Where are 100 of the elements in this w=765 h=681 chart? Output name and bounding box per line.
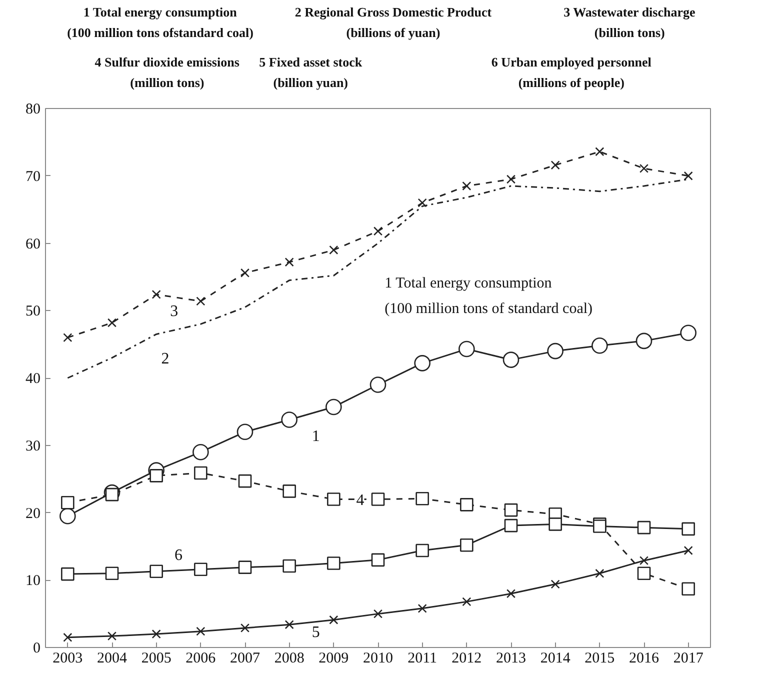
point [373, 226, 383, 236]
point [595, 568, 604, 578]
point [194, 466, 208, 480]
point [502, 352, 520, 368]
point [637, 520, 651, 534]
point [150, 469, 163, 482]
x-tick-label: 2011 [408, 650, 438, 666]
point [462, 597, 472, 606]
point [326, 398, 342, 416]
point [460, 538, 474, 552]
series-label: 4 [356, 492, 364, 509]
point [192, 444, 209, 460]
point [196, 296, 206, 306]
point [105, 566, 119, 580]
point [416, 492, 429, 506]
x-tick-label: 2016 [629, 650, 660, 666]
point [327, 556, 340, 570]
y-tick-label: 50 [26, 304, 40, 320]
point [196, 626, 206, 636]
point [418, 198, 427, 208]
point [61, 496, 74, 510]
series-label: 2 [161, 350, 170, 368]
point [150, 564, 163, 578]
point [504, 503, 518, 517]
point [194, 562, 208, 576]
point [460, 498, 474, 512]
point [281, 412, 298, 428]
y-tick-label: 80 [26, 102, 40, 118]
point [548, 518, 562, 531]
annotation: 1 Total energy consumption (100 million tons of standard coal) [384, 276, 593, 318]
point [327, 492, 340, 506]
point [639, 556, 649, 566]
point [371, 553, 385, 567]
text: 5 Fixed asset stock (billion yuan) [259, 54, 363, 90]
x-tick-label: 2005 [141, 650, 172, 666]
x-tick-label: 2006 [186, 650, 216, 666]
point [458, 340, 475, 358]
point [329, 245, 338, 255]
x-tick-label: 2003 [52, 650, 83, 666]
point [550, 580, 560, 589]
point [373, 609, 383, 618]
text: 6 Urban employed personnel (millions of people) [491, 54, 652, 90]
point [682, 522, 695, 536]
point [105, 488, 119, 502]
x-tick-label: 2012 [452, 650, 482, 666]
x-tick-label: 2017 [673, 650, 704, 666]
point [63, 333, 72, 342]
x-tick-label: 2010 [363, 650, 393, 666]
point [684, 171, 693, 180]
x-tick-label: 2013 [496, 650, 526, 666]
series-label: 5 [312, 624, 320, 641]
point [60, 508, 76, 524]
x-tick-label: 2004 [97, 650, 128, 666]
point [550, 160, 560, 170]
point [462, 181, 472, 191]
point [636, 332, 652, 350]
point [238, 560, 252, 574]
point [107, 318, 117, 328]
x-tick-label: 2009 [318, 650, 349, 666]
x-tick-label: 2014 [540, 650, 571, 666]
point [637, 566, 651, 580]
point [107, 632, 117, 641]
x-tick-label: 2015 [584, 650, 615, 666]
y-tick-label: 60 [26, 236, 40, 252]
y-tick-label: 30 [26, 438, 40, 454]
y-tick-label: 70 [26, 168, 40, 185]
point [370, 376, 386, 393]
text: 1 Total energy consumption (100 million tons ofstandard coal) [67, 4, 254, 40]
y-tick-label: 10 [26, 573, 40, 590]
y-tick-label: 40 [26, 371, 40, 387]
point [416, 544, 429, 558]
y-tick-label: 20 [26, 506, 40, 522]
point [152, 290, 161, 299]
point [418, 604, 427, 613]
y-tick-label: 0 [33, 640, 40, 656]
series-label: 3 [170, 303, 178, 320]
point [240, 268, 250, 278]
point [61, 567, 74, 581]
text: 2 Regional Gross Domestic Product (billions of yuan) [294, 4, 492, 40]
point [595, 147, 604, 156]
point [506, 589, 516, 598]
point [682, 582, 695, 596]
point [284, 620, 294, 630]
point [592, 338, 608, 354]
point [639, 164, 649, 174]
point [238, 474, 252, 488]
point [282, 559, 296, 573]
point [506, 174, 516, 184]
x-tick-label: 2007 [230, 650, 260, 666]
point [284, 258, 294, 267]
point [236, 424, 254, 440]
point [680, 324, 696, 341]
series-label: 1 [312, 428, 320, 445]
text: 4 Sulfur dioxide emissions (million tons) [94, 54, 240, 90]
point [329, 615, 338, 624]
point [240, 623, 250, 632]
point [504, 518, 518, 532]
text: 3 Wastewater discharge (billion tons) [564, 4, 696, 40]
point [63, 632, 72, 642]
point [371, 492, 385, 506]
